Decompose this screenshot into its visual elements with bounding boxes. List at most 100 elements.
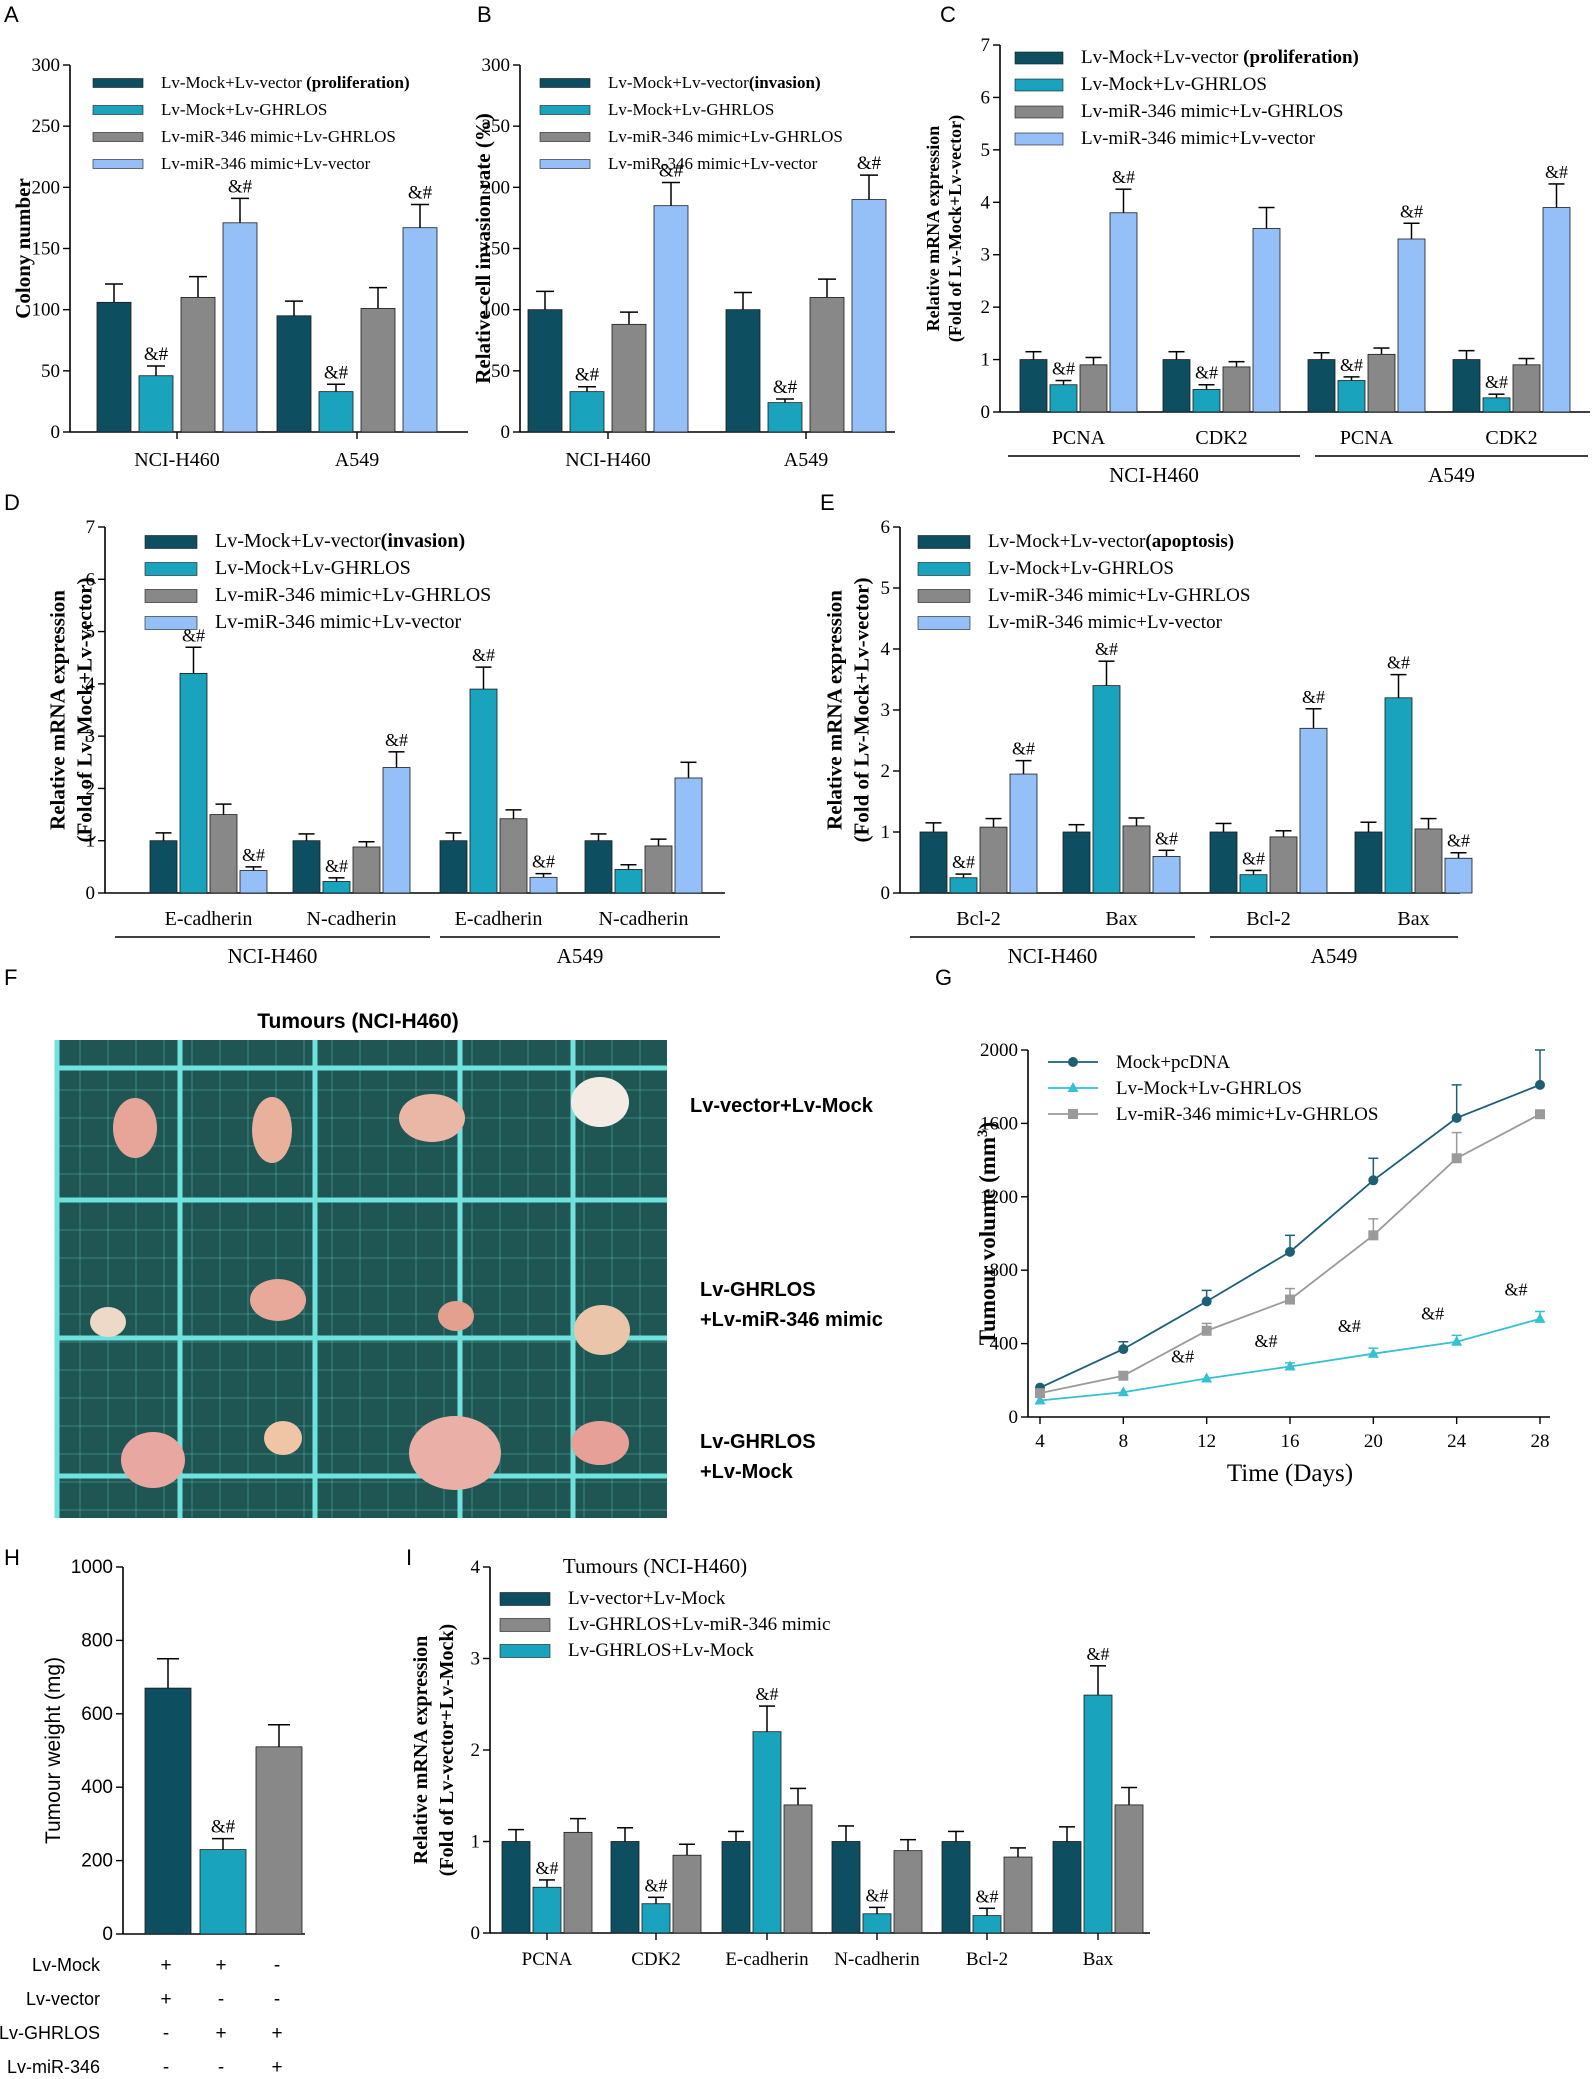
legend-label: Lv-Mock+Lv-vector(invasion) [608, 73, 821, 92]
y-tick-label: 6 [881, 517, 891, 538]
y-tick-label: 4 [981, 192, 991, 213]
design-mark: + [271, 2057, 282, 2078]
bar [1009, 773, 1038, 894]
chart-g-tumour-volume: 0 400 800 1200 1600 2000 4 8 12 16 20 24 28 Time (Day… [975, 1040, 1550, 1487]
significance-label: &# [472, 645, 495, 665]
bar [1192, 389, 1221, 413]
y-tick-label: 1 [471, 1832, 481, 1853]
bar [1542, 207, 1571, 413]
legend-label: Lv-miR-346 mimic+Lv-GHRLOS [161, 127, 396, 146]
legend-swatch [1014, 51, 1064, 65]
bar [138, 375, 174, 433]
x-group-label: NCI-H460 [134, 449, 220, 471]
y-tick-label: 0 [471, 1923, 481, 1944]
significance-label: &# [385, 730, 408, 750]
y-tick-label: 200 [32, 177, 61, 198]
design-mark: + [271, 2023, 282, 2044]
x-tick-label: 20 [1364, 1431, 1383, 1452]
photo-row-label-2a: Lv-GHRLOS [700, 1279, 816, 1301]
significance-label: &# [575, 365, 600, 386]
legend-swatch [917, 616, 971, 630]
legend-label: Lv-Mock+Lv-GHRLOS [1116, 1078, 1302, 1099]
significance-label: &# [1254, 1331, 1277, 1351]
y-tick-label: 150 [32, 239, 61, 260]
legend-label: Lv-Mock+Lv-vector(apoptosis) [988, 531, 1234, 552]
bar [469, 688, 498, 894]
legend-swatch [917, 535, 971, 549]
legend-label: Lv-Mock+Lv-GHRLOS [161, 100, 327, 119]
x-category-label: N-cadherin [307, 908, 397, 930]
chart-h-tumour-weight: 0 200 400 600 800 1000 &# Tumour weight (mg) Lv-… [0, 1557, 305, 2078]
panel-letter-a: A [4, 2, 19, 27]
significance-label: &# [755, 1684, 778, 1704]
y-tick-label: 3 [471, 1649, 481, 1670]
bar [1239, 874, 1268, 894]
legend-swatch [92, 159, 144, 169]
chart-i-tumour-mrna: 0 1 2 3 4 &# &# &# &# &# &# PCNA CDK2 E-cadherin N-cad… [410, 1554, 1150, 1970]
legend-label: Lv-miR-346 mimic+Lv-GHRLOS [1116, 1104, 1378, 1125]
significance-label: &# [865, 1885, 888, 1905]
bar [1109, 212, 1138, 413]
bar [276, 315, 312, 433]
x-category-label: CDK2 [631, 1949, 681, 1970]
significance-label: &# [1504, 1279, 1527, 1299]
bar [1083, 1694, 1113, 1934]
bar [209, 814, 238, 894]
bar [584, 840, 613, 894]
data-point [1118, 1370, 1129, 1381]
chart-a-colony-number: 0 50 100 150 200 250 300 &# &# &# &# NCI-H460 A549 Co… [11, 55, 468, 471]
significance-label: &# [211, 1817, 236, 1838]
significance-label: &# [1400, 201, 1423, 221]
bar [721, 1841, 751, 1934]
data-point [1451, 1112, 1462, 1123]
tumour-specimen [399, 1094, 465, 1142]
panel-letter-e: E [820, 490, 835, 515]
bar [1049, 384, 1078, 413]
legend-swatch [92, 78, 144, 88]
data-point [1068, 1057, 1078, 1067]
y-tick-label: 0 [981, 402, 991, 423]
y-tick-label: 4 [881, 639, 891, 660]
bar [1222, 366, 1251, 413]
legend-label: Lv-vector+Lv-Mock [568, 1588, 726, 1609]
legend-swatch [539, 105, 591, 115]
data-point [1368, 1230, 1379, 1241]
x-tick-label: 28 [1531, 1431, 1550, 1452]
legend-label: Lv-miR-346 mimic+Lv-GHRLOS [988, 585, 1250, 606]
y-tick-label: 0 [501, 422, 511, 443]
y-tick-label: 100 [482, 300, 511, 321]
x-category-label: Bax [1397, 908, 1429, 930]
significance-label: &# [408, 182, 433, 203]
data-point [1535, 1079, 1545, 1090]
significance-label: &# [1447, 831, 1470, 851]
bar [96, 301, 132, 433]
bar [653, 205, 689, 433]
bar [831, 1841, 861, 1934]
y-tick-label: 50 [41, 361, 60, 382]
tumour-specimen [571, 1077, 629, 1127]
photo-row-label-3b: +Lv-Mock [700, 1461, 794, 1483]
x-group-label: A549 [335, 449, 379, 471]
legend-label: Mock+pcDNA [1116, 1052, 1230, 1073]
y-tick-label: 1000 [71, 1557, 113, 1578]
bar [1414, 828, 1443, 894]
y-tick-label: 1 [86, 831, 96, 852]
bar [352, 846, 381, 894]
x-category-label: Bcl-2 [966, 1949, 1008, 1970]
x-group-label: A549 [1428, 463, 1475, 487]
y-tick-label: 2 [471, 1740, 481, 1761]
y-tick-label: 0 [86, 883, 96, 904]
bar [255, 1746, 303, 1935]
x-category-label: E-cadherin [725, 1949, 809, 1970]
series-line [1039, 1317, 1541, 1402]
bar [644, 845, 673, 894]
y-tick-label: 4 [471, 1557, 481, 1578]
bar [1209, 831, 1238, 894]
legend-label: Lv-miR-346 mimic+Lv-GHRLOS [215, 584, 491, 606]
bar [1114, 1804, 1144, 1934]
y-tick-label: 2 [86, 778, 96, 799]
bar [149, 840, 178, 894]
panel-letter-h: H [4, 1545, 20, 1570]
significance-label: &# [1340, 355, 1363, 375]
tumour-specimen [574, 1305, 630, 1355]
